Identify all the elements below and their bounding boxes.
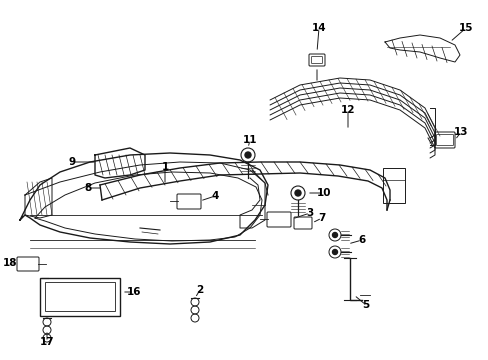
Bar <box>382 168 404 203</box>
Text: 1: 1 <box>161 162 168 172</box>
Text: 11: 11 <box>242 135 257 145</box>
FancyBboxPatch shape <box>434 132 454 148</box>
Text: 9: 9 <box>68 157 76 167</box>
Text: 8: 8 <box>84 183 91 193</box>
Circle shape <box>294 190 301 196</box>
Text: 2: 2 <box>196 285 203 295</box>
Circle shape <box>332 233 337 238</box>
Bar <box>40 278 120 316</box>
Text: 12: 12 <box>340 105 354 115</box>
Text: 4: 4 <box>211 191 218 201</box>
Circle shape <box>332 249 337 255</box>
FancyBboxPatch shape <box>308 54 325 66</box>
Text: 17: 17 <box>40 337 54 347</box>
Text: 13: 13 <box>453 127 468 137</box>
FancyBboxPatch shape <box>311 57 322 63</box>
Text: 14: 14 <box>311 23 325 33</box>
Text: 6: 6 <box>358 235 365 245</box>
FancyBboxPatch shape <box>266 212 290 227</box>
FancyBboxPatch shape <box>177 194 201 209</box>
Bar <box>45 282 115 311</box>
Text: 16: 16 <box>126 287 141 297</box>
Text: 5: 5 <box>362 300 369 310</box>
Circle shape <box>244 152 250 158</box>
FancyBboxPatch shape <box>293 217 311 229</box>
Text: 10: 10 <box>316 188 330 198</box>
Text: 7: 7 <box>318 213 325 223</box>
Text: 18: 18 <box>3 258 17 268</box>
Text: 3: 3 <box>306 208 313 218</box>
FancyBboxPatch shape <box>17 257 39 271</box>
FancyBboxPatch shape <box>436 135 452 145</box>
Text: 15: 15 <box>458 23 472 33</box>
